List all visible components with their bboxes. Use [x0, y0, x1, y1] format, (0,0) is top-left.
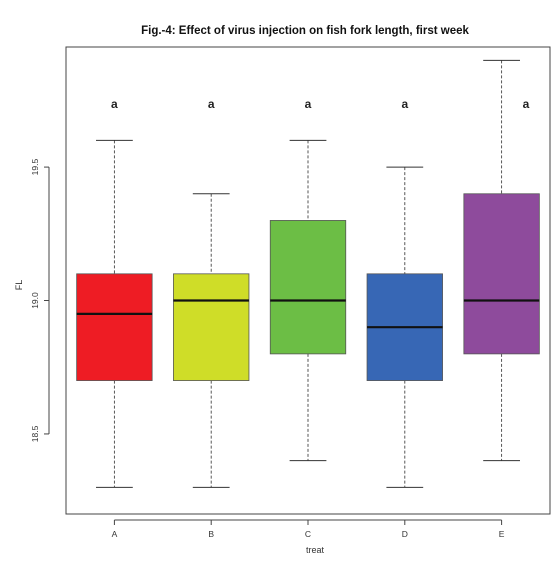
x-axis: A B C D E: [112, 519, 505, 539]
box-C: [269, 139, 347, 462]
x-tick-label: D: [402, 529, 408, 539]
sig-letter-E: a: [523, 97, 530, 111]
y-axis-label: FL: [14, 280, 24, 291]
box-E: [463, 59, 540, 462]
x-tick-label: A: [112, 529, 118, 539]
x-tick-label: B: [208, 529, 214, 539]
x-tick-label: E: [499, 529, 505, 539]
x-axis-label: treat: [306, 545, 325, 555]
box-rect: [463, 193, 540, 355]
y-tick-label: 19.0: [30, 292, 40, 309]
y-tick-label: 19.5: [30, 159, 40, 176]
sig-letter-A: a: [111, 97, 118, 111]
y-tick-label: 18.5: [30, 425, 40, 442]
box-B: [173, 193, 250, 488]
x-tick-label: C: [305, 529, 311, 539]
box-rect: [76, 273, 153, 381]
box-rect: [173, 273, 250, 381]
plot-frame: [65, 46, 551, 515]
box-D: [366, 166, 443, 488]
box-rect: [269, 220, 347, 355]
boxes-group: [76, 59, 540, 488]
sig-letter-D: a: [401, 97, 408, 111]
sig-letter-C: a: [305, 97, 312, 111]
chart-title: Fig.-4: Effect of virus injection on fis…: [141, 25, 469, 37]
y-axis: 18.5 19.0 19.5: [30, 159, 50, 442]
box-A: [76, 139, 153, 488]
sig-letter-B: a: [208, 97, 215, 111]
